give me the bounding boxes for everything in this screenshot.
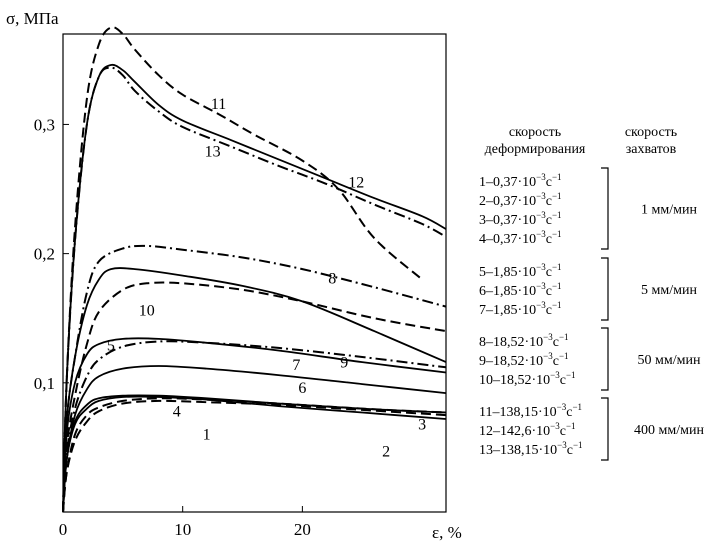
curve-label-8: 8 xyxy=(328,270,336,287)
legend-entry-10: 10–18,52·10−3с−1 xyxy=(479,370,576,388)
curve-label-4: 4 xyxy=(173,403,181,420)
y-tick-label-1: 0,2 xyxy=(34,245,55,264)
legend-entry-11: 11–138,15·10−3с−1 xyxy=(479,402,582,420)
legend-header-rate-1: деформирования xyxy=(485,142,586,157)
curve-8 xyxy=(62,244,447,513)
curve-label-5: 5 xyxy=(107,338,115,355)
curve-label-3: 3 xyxy=(418,416,426,433)
x-tick-label-2: 20 xyxy=(294,520,311,539)
legend-bracket-1 xyxy=(601,257,609,321)
curve-3 xyxy=(62,394,447,513)
legend-entry-6: 6–1,85·10−3с−1 xyxy=(479,281,562,299)
curve-label-7: 7 xyxy=(292,357,300,374)
curve-6 xyxy=(62,365,447,513)
legend-entry-2: 2–0,37·10−3с−1 xyxy=(479,191,562,209)
x-tick-label-0: 0 xyxy=(59,520,68,539)
legend-entry-12: 12–142,6·10−3с−1 xyxy=(479,421,576,439)
curve-5 xyxy=(62,337,447,513)
y-tick-label-0: 0,1 xyxy=(34,374,55,393)
legend-entry-9: 9–18,52·10−3с−1 xyxy=(479,351,569,369)
plot-frame xyxy=(62,33,447,513)
x-tick-label-1: 10 xyxy=(174,520,191,539)
curve-9 xyxy=(62,267,447,513)
y-tick-label-2: 0,3 xyxy=(34,115,55,134)
curves xyxy=(62,26,447,513)
curve-label-10: 10 xyxy=(139,303,155,320)
curve-label-9: 9 xyxy=(340,354,348,371)
legend-grip-speed-0: 1 мм/мин xyxy=(641,203,697,218)
legend-grip-speed-1: 5 мм/мин xyxy=(641,283,697,298)
curve-10 xyxy=(62,281,447,513)
legend-header-rate-0: скорость xyxy=(509,125,561,140)
curve-13 xyxy=(62,66,447,513)
legend-entry-8: 8–18,52·10−3с−1 xyxy=(479,332,569,350)
legend-entry-4: 4–0,37·10−3с−1 xyxy=(479,229,562,247)
curve-label-2: 2 xyxy=(382,443,390,460)
legend-entry-5: 5–1,85·10−3с−1 xyxy=(479,262,562,280)
curve-7 xyxy=(62,340,447,513)
x-axis-title: ε, % xyxy=(432,523,462,542)
legend-bracket-0 xyxy=(601,167,609,250)
curve-label-1: 1 xyxy=(203,427,211,444)
legend-header-grips-1: захватов xyxy=(626,142,677,157)
legend-grip-speed-2: 50 мм/мин xyxy=(638,353,701,368)
legend-bracket-3 xyxy=(601,397,609,461)
curve-label-12: 12 xyxy=(348,175,364,192)
curve-label-11: 11 xyxy=(211,96,226,113)
curve-label-6: 6 xyxy=(298,380,306,397)
legend-grip-speed-3: 400 мм/мин xyxy=(634,423,704,438)
plot-border xyxy=(62,33,447,513)
axis-ticks: 0 10 20 0,1 0,2 0,3 xyxy=(34,115,311,539)
legend-entry-7: 7–1,85·10−3с−1 xyxy=(479,300,562,318)
legend-header-grips-0: скорость xyxy=(625,125,677,140)
legend-entry-13: 13–138,15·10−3с−1 xyxy=(479,440,583,458)
curve-11 xyxy=(62,26,423,513)
legend-entry-3: 3–0,37·10−3с−1 xyxy=(479,210,562,228)
curve-2 xyxy=(62,399,447,513)
curve-12 xyxy=(62,63,447,513)
legend: скорость деформирования скорость захватов 1–… xyxy=(479,125,704,461)
y-axis-title: σ, МПа xyxy=(6,9,59,28)
curve-label-13: 13 xyxy=(205,144,221,161)
legend-entry-1: 1–0,37·10−3с−1 xyxy=(479,172,562,190)
legend-bracket-2 xyxy=(601,327,609,391)
